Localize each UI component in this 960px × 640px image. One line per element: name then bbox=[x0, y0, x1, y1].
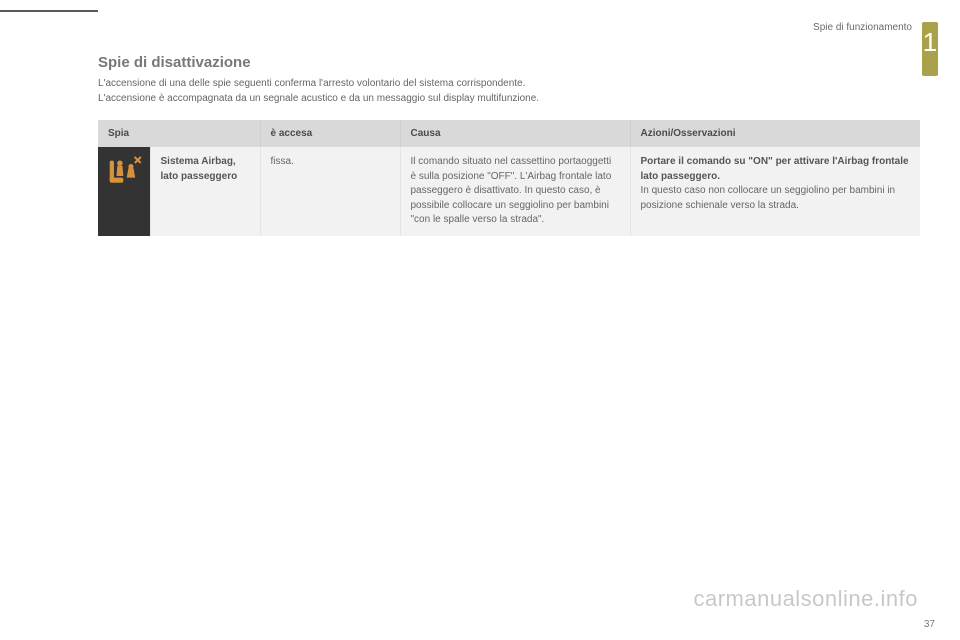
warning-lights-table: Spia è accesa Causa Azioni/Osservazioni bbox=[98, 120, 920, 236]
table-row: Sistema Airbag, lato passeggero fissa. I… bbox=[98, 147, 920, 236]
chapter-number: 1 bbox=[923, 22, 937, 62]
col-header-causa: Causa bbox=[400, 120, 630, 147]
row-name-text: Sistema Airbag, lato passeggero bbox=[161, 156, 238, 182]
table-header-row: Spia è accesa Causa Azioni/Osservazioni bbox=[98, 120, 920, 147]
breadcrumb: Spie di funzionamento bbox=[813, 22, 912, 33]
row-azioni-bold: Portare il comando su "ON" per attivare … bbox=[641, 156, 909, 182]
row-azioni-rest: In questo caso non collocare un seggioli… bbox=[641, 185, 896, 211]
row-causa: Il comando situato nel cassettino portao… bbox=[400, 147, 630, 236]
top-divider bbox=[0, 10, 98, 12]
intro-line-2: L'accensione è accompagnata da un segnal… bbox=[98, 93, 539, 104]
row-stato: fissa. bbox=[260, 147, 400, 236]
passenger-airbag-off-icon bbox=[108, 155, 142, 185]
row-name: Sistema Airbag, lato passeggero bbox=[150, 147, 260, 236]
chapter-tab: 1 bbox=[922, 22, 938, 76]
page-number: 37 bbox=[924, 619, 935, 630]
row-azioni: Portare il comando su "ON" per attivare … bbox=[630, 147, 920, 236]
col-header-accesa: è accesa bbox=[260, 120, 400, 147]
intro-line-1: L'accensione di una delle spie seguenti … bbox=[98, 78, 525, 89]
page-content: Spie di disattivazione L'accensione di u… bbox=[98, 54, 920, 236]
col-header-spia: Spia bbox=[98, 120, 260, 147]
row-icon-cell bbox=[98, 147, 150, 236]
section-title: Spie di disattivazione bbox=[98, 54, 920, 71]
col-header-azioni: Azioni/Osservazioni bbox=[630, 120, 920, 147]
section-intro: L'accensione di una delle spie seguenti … bbox=[98, 77, 920, 106]
watermark: carmanualsonline.info bbox=[693, 586, 918, 612]
